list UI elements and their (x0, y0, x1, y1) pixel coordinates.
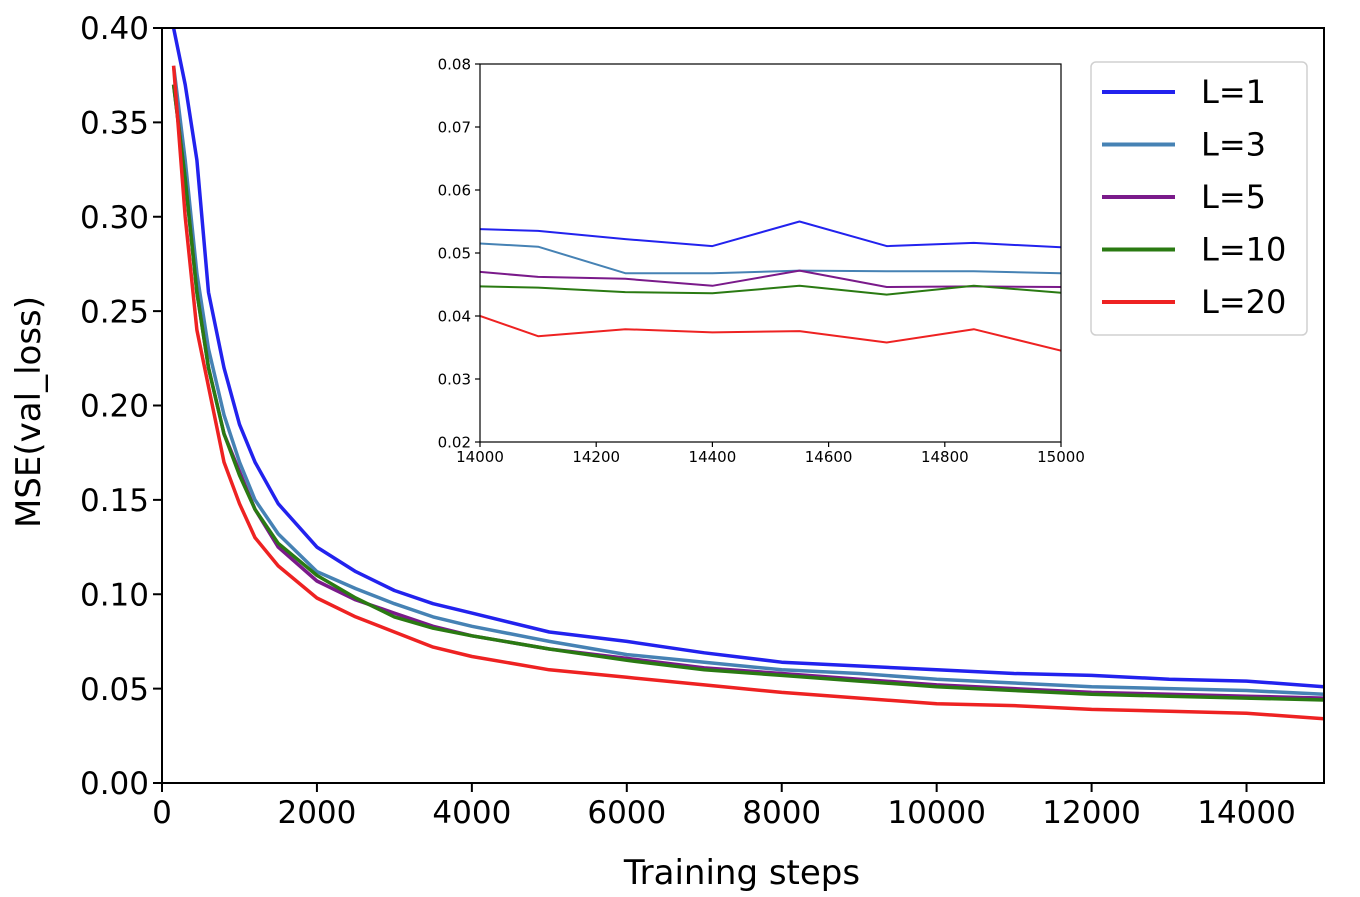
x-tick-label: 10000 (887, 795, 986, 831)
legend-label: L=10 (1201, 231, 1286, 269)
y-tick-label: 0.08 (438, 55, 471, 73)
y-tick-label: 0.30 (80, 200, 149, 236)
y-tick-label: 0.10 (80, 577, 149, 613)
legend-box (1090, 61, 1308, 336)
series-line-l-10 (480, 284, 1061, 296)
x-tick-label: 12000 (1042, 795, 1141, 831)
series-line-l-20 (480, 315, 1061, 352)
x-tick-label: 2000 (277, 795, 356, 831)
series-line-l-10 (171, 84, 1324, 702)
x-axis-label: Training steps (623, 853, 860, 893)
inset-background (480, 64, 1061, 442)
x-tick-label: 6000 (587, 795, 666, 831)
y-tick-label: 0.06 (438, 181, 471, 199)
y-tick-label: 0.03 (438, 370, 471, 388)
main-plot: 0 2000 4000 6000 8000 10000 12000 14000 0.00 0.05… (80, 11, 1325, 831)
legend-label: L=20 (1201, 283, 1286, 321)
series-line-l-3 (480, 242, 1061, 275)
x-tick-label: 14600 (805, 448, 853, 466)
x-tick-label: 15000 (1037, 448, 1085, 466)
legend-label: L=5 (1201, 178, 1266, 216)
y-tick-label: 0.25 (80, 294, 149, 330)
inset-plot: 14000 14200 14400 14600 14800 15000 0.02 0.03 0.… (438, 55, 1085, 466)
series-lines (171, 28, 1324, 721)
series-line-l-1 (171, 28, 1324, 689)
y-tick-label: 0.20 (80, 389, 149, 425)
y-tick-label: 0.15 (80, 483, 149, 519)
series-line-l-20 (171, 65, 1324, 721)
x-tick-label: 14000 (456, 448, 504, 466)
legend: L=1 L=3 L=5 L=10 L=20 (1090, 61, 1308, 336)
series-line-l-1 (480, 220, 1061, 249)
series-lines (480, 220, 1061, 352)
y-tick-label: 0.04 (438, 307, 471, 325)
series-line-l-3 (171, 65, 1324, 697)
legend-label: L=1 (1201, 73, 1266, 111)
y-tick-label: 0.00 (80, 766, 149, 802)
y-tick-label: 0.05 (438, 244, 471, 262)
x-tick-label: 14800 (921, 448, 969, 466)
x-tick-label: 4000 (432, 795, 511, 831)
x-tick-label: 14200 (572, 448, 620, 466)
x-tick-label: 14000 (1197, 795, 1296, 831)
x-tick-label: 14400 (689, 448, 737, 466)
y-axis-label: MSE(val_loss) (9, 296, 49, 528)
y-tick-label: 0.05 (80, 672, 149, 708)
x-tick-label: 8000 (742, 795, 821, 831)
legend-label: L=3 (1201, 126, 1266, 164)
y-tick-label: 0.02 (438, 433, 471, 451)
x-tick-label: 0 (152, 795, 172, 831)
y-tick-label: 0.40 (80, 11, 149, 47)
y-tick-label: 0.07 (438, 118, 471, 136)
y-tick-label: 0.35 (80, 106, 149, 142)
